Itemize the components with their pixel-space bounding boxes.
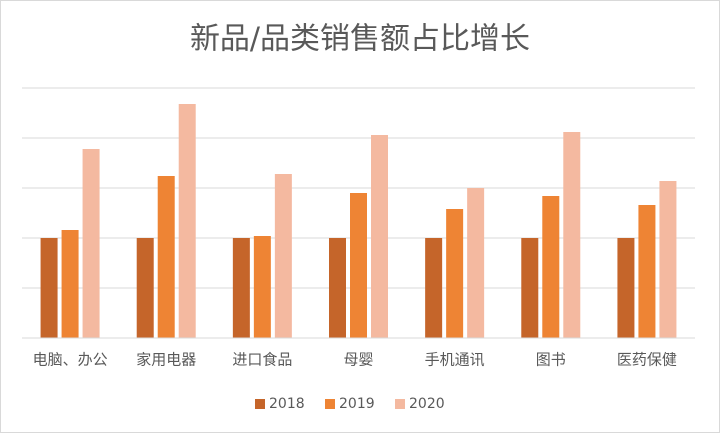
bar bbox=[136, 238, 154, 338]
legend-swatch bbox=[255, 399, 265, 409]
chart-title: 新品/品类销售额占比增长 bbox=[190, 22, 530, 57]
bar bbox=[467, 188, 485, 338]
bar bbox=[253, 236, 271, 338]
x-tick-label: 手机通讯 bbox=[425, 351, 485, 369]
bar bbox=[178, 104, 196, 338]
bar bbox=[659, 181, 677, 338]
bar bbox=[274, 174, 292, 338]
bar bbox=[82, 149, 100, 338]
bar bbox=[371, 135, 388, 338]
x-tick-label: 家用电器 bbox=[136, 351, 196, 369]
bar bbox=[638, 205, 656, 338]
bar bbox=[350, 193, 367, 338]
x-tick-label: 图书 bbox=[536, 351, 566, 369]
x-tick-label: 母婴 bbox=[343, 351, 373, 369]
legend-swatch bbox=[395, 399, 405, 409]
bar bbox=[542, 196, 560, 338]
bar bbox=[40, 238, 58, 338]
bar bbox=[425, 238, 443, 338]
x-tick-label: 医药保健 bbox=[617, 351, 677, 369]
legend-label: 2019 bbox=[339, 396, 375, 412]
bar bbox=[157, 176, 175, 338]
bar bbox=[61, 230, 79, 338]
legend-label: 2018 bbox=[269, 396, 305, 412]
bar bbox=[232, 238, 250, 338]
x-tick-label: 进口食品 bbox=[232, 351, 292, 369]
x-tick-label: 电脑、办公 bbox=[33, 351, 108, 369]
bar bbox=[446, 209, 464, 338]
bar bbox=[521, 238, 539, 338]
legend-swatch bbox=[325, 399, 335, 409]
bar bbox=[563, 132, 581, 338]
legend-label: 2020 bbox=[409, 396, 445, 412]
bar bbox=[329, 238, 346, 338]
bar bbox=[617, 238, 635, 338]
